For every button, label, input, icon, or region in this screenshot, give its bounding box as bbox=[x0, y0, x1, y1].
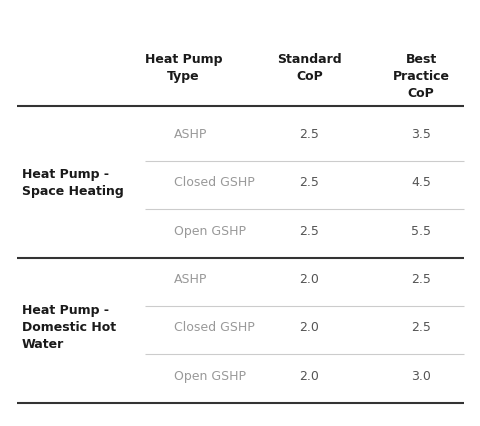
Text: 3.5: 3.5 bbox=[410, 128, 430, 141]
Text: Closed GSHP: Closed GSHP bbox=[174, 176, 254, 189]
Text: 2.5: 2.5 bbox=[299, 128, 319, 141]
Text: 4.5: 4.5 bbox=[410, 176, 430, 189]
Text: 2.5: 2.5 bbox=[410, 273, 430, 286]
Text: ASHP: ASHP bbox=[174, 128, 207, 141]
Text: 2.5: 2.5 bbox=[410, 321, 430, 334]
Text: Heat Pump -
Domestic Hot
Water: Heat Pump - Domestic Hot Water bbox=[22, 304, 116, 351]
Text: 2.5: 2.5 bbox=[299, 176, 319, 189]
Text: 2.0: 2.0 bbox=[299, 273, 319, 286]
Text: 2.0: 2.0 bbox=[299, 370, 319, 383]
Text: Open GSHP: Open GSHP bbox=[174, 225, 245, 238]
Text: Heat Pump -
Space Heating: Heat Pump - Space Heating bbox=[22, 168, 123, 198]
Text: Heat Pump
Type: Heat Pump Type bbox=[144, 53, 222, 83]
Text: 2.0: 2.0 bbox=[299, 321, 319, 334]
Text: Closed GSHP: Closed GSHP bbox=[174, 321, 254, 334]
Text: 3.0: 3.0 bbox=[410, 370, 430, 383]
Text: 2.5: 2.5 bbox=[299, 225, 319, 238]
Text: Best
Practice
CoP: Best Practice CoP bbox=[392, 53, 449, 100]
Text: ASHP: ASHP bbox=[174, 273, 207, 286]
Text: Open GSHP: Open GSHP bbox=[174, 370, 245, 383]
Text: 5.5: 5.5 bbox=[410, 225, 430, 238]
Text: Standard
CoP: Standard CoP bbox=[276, 53, 341, 83]
